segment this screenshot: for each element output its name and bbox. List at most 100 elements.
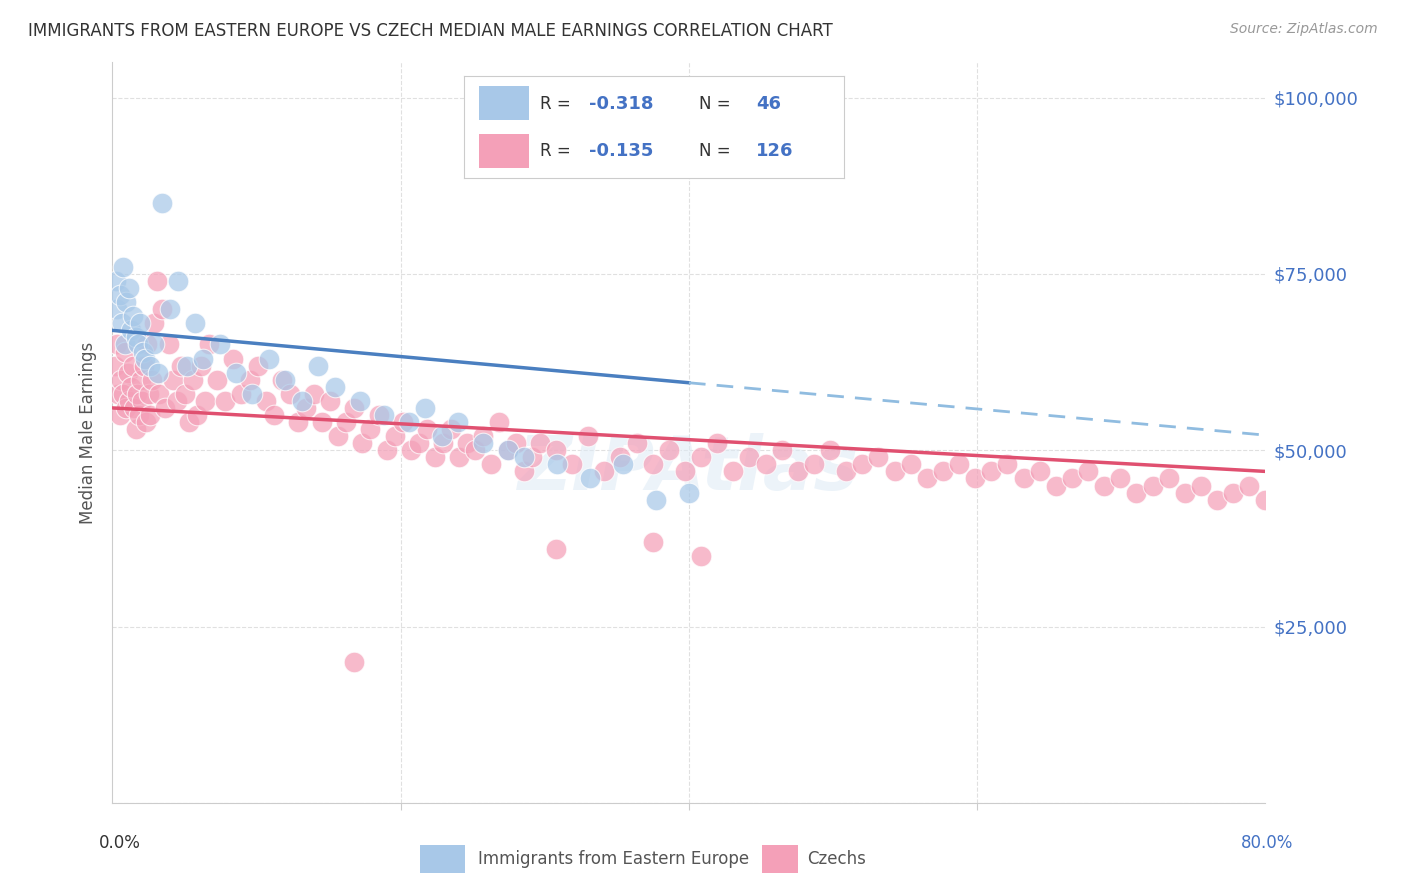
FancyBboxPatch shape [762, 845, 799, 872]
Point [121, 359, 143, 373]
Point [440, 422, 463, 436]
Point [278, 387, 301, 401]
Point [139, 408, 162, 422]
Point [1012, 471, 1035, 485]
Point [120, 380, 142, 394]
Point [343, 401, 366, 415]
Point [375, 443, 398, 458]
Point [1206, 492, 1229, 507]
Point [208, 337, 231, 351]
Point [207, 373, 229, 387]
Point [658, 443, 681, 458]
Point [177, 415, 200, 429]
Point [835, 464, 858, 478]
Text: Czechs: Czechs [807, 849, 866, 868]
Point [150, 196, 173, 211]
Text: 46: 46 [756, 95, 782, 112]
Point [287, 415, 309, 429]
Point [170, 359, 193, 373]
Text: N =: N = [699, 95, 737, 112]
Point [311, 415, 333, 429]
Point [159, 302, 181, 317]
Point [135, 415, 157, 429]
Point [124, 330, 146, 344]
Point [107, 387, 129, 401]
Point [150, 302, 173, 317]
Point [146, 366, 169, 380]
Point [1077, 464, 1099, 478]
Point [1142, 478, 1164, 492]
Point [626, 436, 648, 450]
Point [546, 458, 568, 472]
Text: ZIPAtlas: ZIPAtlas [519, 434, 859, 506]
Point [176, 359, 198, 373]
Point [432, 436, 454, 450]
Point [706, 436, 728, 450]
Point [143, 316, 166, 330]
Point [416, 422, 439, 436]
FancyBboxPatch shape [479, 87, 529, 120]
Point [612, 458, 634, 472]
Point [488, 126, 510, 140]
Point [295, 401, 318, 415]
Point [238, 373, 260, 387]
Point [464, 443, 486, 458]
Point [114, 337, 136, 351]
Point [127, 337, 149, 351]
Point [107, 302, 129, 317]
Point [138, 387, 160, 401]
Point [257, 351, 280, 366]
Point [496, 443, 519, 458]
Point [391, 415, 413, 429]
Point [122, 310, 145, 324]
Point [900, 458, 922, 472]
Text: R =: R = [540, 142, 576, 160]
Point [488, 415, 510, 429]
Point [770, 443, 793, 458]
Point [127, 387, 149, 401]
Point [118, 393, 141, 408]
Point [399, 443, 422, 458]
Point [146, 274, 169, 288]
Point [246, 359, 269, 373]
Point [786, 464, 808, 478]
Point [415, 401, 437, 415]
Point [384, 429, 406, 443]
Point [980, 464, 1002, 478]
Point [307, 359, 329, 373]
Point [754, 458, 776, 472]
Point [481, 458, 503, 472]
Point [1222, 485, 1244, 500]
Point [110, 316, 132, 330]
Point [449, 450, 471, 465]
Point [645, 492, 668, 507]
Point [108, 288, 131, 302]
Point [678, 485, 700, 500]
Text: 126: 126 [756, 142, 794, 160]
Point [579, 471, 602, 485]
Point [181, 373, 204, 387]
Point [641, 458, 664, 472]
Point [129, 373, 152, 387]
Point [138, 359, 160, 373]
Point [270, 373, 292, 387]
Point [520, 450, 543, 465]
Point [576, 429, 599, 443]
Point [128, 408, 150, 422]
Point [184, 316, 207, 330]
Point [641, 535, 664, 549]
Point [157, 337, 180, 351]
Point [191, 351, 214, 366]
Point [328, 429, 350, 443]
Point [148, 387, 170, 401]
Point [593, 464, 616, 478]
Point [408, 436, 430, 450]
Point [851, 458, 873, 472]
Point [291, 393, 314, 408]
Point [166, 393, 188, 408]
Point [225, 366, 247, 380]
Point [141, 373, 163, 387]
Point [430, 429, 453, 443]
Point [142, 337, 165, 351]
Point [319, 393, 342, 408]
